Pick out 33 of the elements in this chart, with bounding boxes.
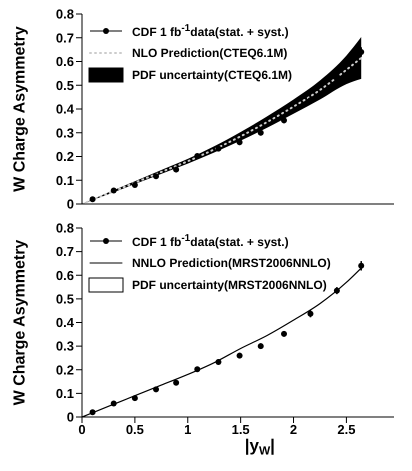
y-tick-label: 0.2 bbox=[56, 362, 74, 378]
y-axis-title: W Charge Asymmetry bbox=[12, 240, 28, 406]
y-tick-label: 0 bbox=[66, 196, 74, 212]
y-tick-label: 0.3 bbox=[56, 125, 74, 140]
annotation: PDF uncertainty(CTEQ6.1M) bbox=[132, 68, 292, 82]
y-tick-label: 0.8 bbox=[56, 6, 74, 22]
legend-label: CDF 1 fb$^{-1}$data(stat. + syst.) bbox=[132, 233, 289, 249]
legend-label: NNLO Prediction(MRST2006NNLO) bbox=[132, 256, 331, 270]
y-tick-label: 0.3 bbox=[56, 338, 74, 354]
y-axis-title: W Charge Asymmetry bbox=[12, 26, 28, 192]
y-tick-label: 0.1 bbox=[56, 386, 74, 401]
y-tick-label: 0.4 bbox=[56, 315, 75, 330]
y-tick-label: 0.4 bbox=[56, 102, 75, 117]
x-tick-label: 1.5 bbox=[232, 422, 250, 438]
y-tick-label: 0 bbox=[66, 410, 74, 425]
x-tick-label: 1 bbox=[184, 422, 192, 438]
legend-label: NLO Prediction(CTEQ6.1M) bbox=[132, 46, 288, 60]
x-tick-label: 0 bbox=[78, 422, 86, 438]
x-tick-label: 2.5 bbox=[337, 422, 356, 438]
y-tick-label: 0.8 bbox=[56, 220, 74, 236]
y-tick-label: 0.7 bbox=[56, 30, 74, 46]
annotation: PDF uncertainty(MRST2006NNLO) bbox=[132, 278, 327, 292]
y-tick-label: 0.7 bbox=[56, 244, 74, 260]
y-tick-label: 0.2 bbox=[56, 149, 74, 164]
y-tick-label: 0.6 bbox=[56, 268, 74, 283]
x-tick-label: 0.5 bbox=[126, 422, 144, 438]
y-tick-label: 0.6 bbox=[56, 54, 74, 70]
y-tick-label: 0.5 bbox=[56, 291, 74, 306]
x-tick-label: 2 bbox=[290, 422, 298, 438]
y-tick-label: 0.5 bbox=[56, 78, 74, 93]
x-axis-title: |y$_{W}$| bbox=[244, 436, 275, 458]
y-tick-label: 0.1 bbox=[56, 172, 74, 188]
legend-label: CDF 1 fb$^{-1}$data(stat. + syst.) bbox=[132, 23, 289, 39]
